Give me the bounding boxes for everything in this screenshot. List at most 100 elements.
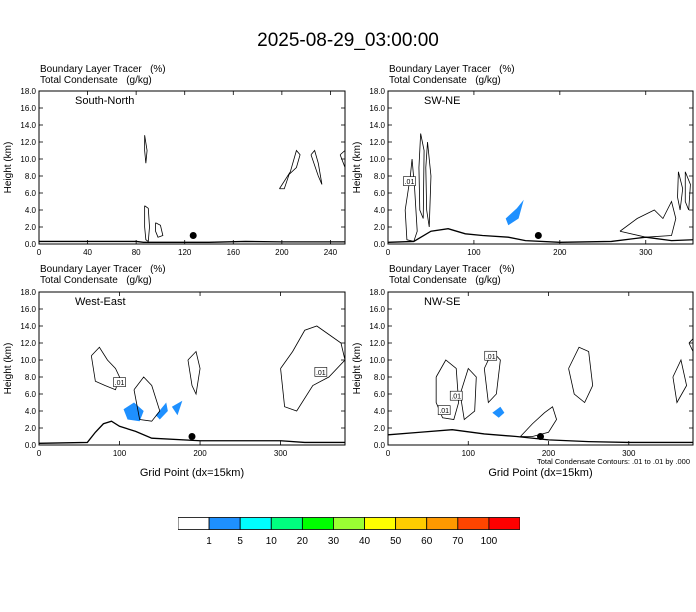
y-axis-label: Height (km) <box>3 142 14 194</box>
plot-frame <box>38 291 346 446</box>
x-tick-label: 300 <box>639 248 653 257</box>
condensate-contour <box>684 171 691 211</box>
x-tick-label: 200 <box>193 449 207 458</box>
x-tick-label: 120 <box>178 248 192 257</box>
y-tick-label: 18.0 <box>20 87 36 96</box>
colorbar-swatch <box>457 517 490 530</box>
colorbar-label: 50 <box>390 536 402 547</box>
x-tick-label: 0 <box>386 248 391 257</box>
condensate-contour <box>677 171 684 211</box>
condensate-contour <box>425 141 432 228</box>
contour-label: .01 <box>451 394 461 401</box>
y-tick-label: 18.0 <box>20 288 36 297</box>
colorbar-swatch <box>488 517 520 530</box>
y-tick-label: 12.0 <box>20 138 36 147</box>
condensate-contour <box>187 350 201 396</box>
colorbar-swatch <box>270 517 303 530</box>
condensate-contour <box>310 149 323 185</box>
contour-label-box <box>484 350 498 361</box>
x-tick-label: 40 <box>83 248 92 257</box>
y-tick-label: 0.0 <box>374 240 386 249</box>
colorbar-label: 60 <box>421 536 433 547</box>
y-axis-label: Height (km) <box>352 343 363 395</box>
terrain-fill <box>388 429 693 445</box>
x-tick-label: 300 <box>622 449 636 458</box>
y-tick-label: 10.0 <box>369 356 385 365</box>
contour-label: .01 <box>405 179 415 186</box>
plot-frame <box>387 291 694 446</box>
y-tick-label: 18.0 <box>369 87 385 96</box>
main-title: 2025-08-29_03:00:00 <box>257 30 439 51</box>
x-tick-label: 0 <box>37 248 42 257</box>
y-tick-label: 16.0 <box>369 104 385 113</box>
x-tick-label: 200 <box>542 449 556 458</box>
condensate-contour <box>280 325 345 412</box>
condensate-contour <box>568 346 594 404</box>
y-tick-label: 0.0 <box>25 240 37 249</box>
colorbar-label: 5 <box>237 536 243 547</box>
panel-title-south-north: Boundary Layer Tracer (%) Total Condensa… <box>40 64 166 86</box>
y-tick-label: 0.0 <box>25 441 37 450</box>
location-marker <box>534 232 542 239</box>
panel-title-sw-ne: Boundary Layer Tracer (%) Total Condensa… <box>389 64 515 86</box>
colorbar-label: 40 <box>358 536 371 547</box>
y-tick-label: 4.0 <box>374 206 386 215</box>
contour-label: .01 <box>439 408 449 415</box>
colorbar-swatch <box>208 517 241 530</box>
tracer-shade <box>171 400 183 416</box>
x-tick-label: 100 <box>113 449 127 458</box>
y-tick-label: 2.0 <box>374 223 386 232</box>
y-tick-label: 10.0 <box>20 155 36 164</box>
y-tick-label: 2.0 <box>374 424 386 433</box>
cross-section-plots: South-North 0.0 2.0 4.0 6.0 8.0 10.0 12.0 14.0 16… <box>3 87 694 479</box>
panel-3: .01.01.01NW-SE0.02.04.06.08.010.012.014.… <box>352 288 694 479</box>
x-axis-label: Grid Point (dx=15km) <box>488 467 592 479</box>
colorbar-swatch <box>364 517 397 530</box>
condensate-contour <box>144 205 150 243</box>
contour-label-box <box>314 367 328 377</box>
x-tick-label: 100 <box>462 449 476 458</box>
condensate-contour <box>404 158 418 242</box>
condensate-contour <box>144 135 148 164</box>
colorbar-swatch <box>395 517 428 530</box>
terrain-line <box>388 429 693 444</box>
plot-area: .01 .01 <box>39 325 345 445</box>
condensate-contour <box>133 376 161 422</box>
contour-label: .01 <box>316 370 326 377</box>
condensate-contour <box>339 149 345 168</box>
y-tick-label: 14.0 <box>369 121 385 130</box>
plot-frame <box>38 90 346 245</box>
y-tick-label: 12.0 <box>369 339 385 348</box>
x-tick-label: 200 <box>275 248 289 257</box>
x-tick-label: 100 <box>467 248 481 257</box>
y-tick-label: 8.0 <box>374 172 386 181</box>
y-axis-label: Height (km) <box>352 142 363 194</box>
x-axis-label: Grid Point (dx=15km) <box>140 467 244 479</box>
colorbar <box>178 517 520 530</box>
x-tick-label: 300 <box>274 449 288 458</box>
y-tick-label: 10.0 <box>20 356 36 365</box>
colorbar-label: 100 <box>480 536 498 547</box>
panel-label: SW-NE <box>424 95 460 107</box>
y-tick-label: 6.0 <box>374 189 386 198</box>
condensate-contour <box>435 359 460 420</box>
colorbar-label: 30 <box>327 536 340 547</box>
y-tick-label: 6.0 <box>374 390 386 399</box>
y-tick-label: 8.0 <box>25 373 37 382</box>
terrain-fill <box>388 228 693 244</box>
terrain-fill <box>39 421 345 445</box>
contour-label-box <box>437 405 451 415</box>
panel-title-nw-se: Boundary Layer Tracer (%) Total Condensa… <box>389 264 515 286</box>
panel-label: South-North <box>75 95 134 107</box>
y-tick-label: 4.0 <box>374 407 386 416</box>
y-tick-label: 14.0 <box>369 322 385 331</box>
x-tick-label: 200 <box>553 248 567 257</box>
panel-label: NW-SE <box>424 296 460 308</box>
colorbar-label: 20 <box>296 536 308 547</box>
colorbar-swatch <box>333 517 365 530</box>
y-tick-label: 6.0 <box>25 390 37 399</box>
y-tick-label: 10.0 <box>369 155 385 164</box>
x-tick-label: 0 <box>386 449 391 458</box>
colorbar-swatch <box>239 517 272 530</box>
y-tick-label: 16.0 <box>20 305 36 314</box>
